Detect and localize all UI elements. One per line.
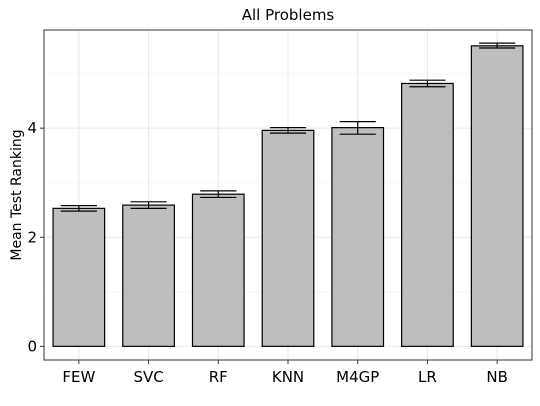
bar-svc xyxy=(122,204,175,347)
bar-m4gp xyxy=(331,127,385,347)
bar-knn xyxy=(261,129,315,347)
x-tick-label-rf: RF xyxy=(209,368,228,386)
chart-title: All Problems xyxy=(242,6,335,24)
x-tick-label-m4gp: M4GP xyxy=(336,368,379,386)
y-axis-label: Mean Test Ranking xyxy=(9,129,25,260)
y-tick-label: 2 xyxy=(27,228,37,246)
y-tick-label: 4 xyxy=(27,119,37,137)
plot-area: 0 2 4 FEW SVC RF KNN M4GP LR NB xyxy=(27,29,533,386)
bar-nb xyxy=(470,45,524,347)
bar-rf xyxy=(191,193,245,347)
x-tick-label-svc: SVC xyxy=(133,368,163,386)
x-tick-label-lr: LR xyxy=(418,368,437,386)
x-tick-label-knn: KNN xyxy=(272,368,304,386)
x-tick-label-few: FEW xyxy=(62,368,95,386)
bar-few xyxy=(52,207,106,347)
y-tick-label: 0 xyxy=(27,337,37,355)
x-tick-label-nb: NB xyxy=(486,368,508,386)
bar-lr xyxy=(401,82,454,347)
